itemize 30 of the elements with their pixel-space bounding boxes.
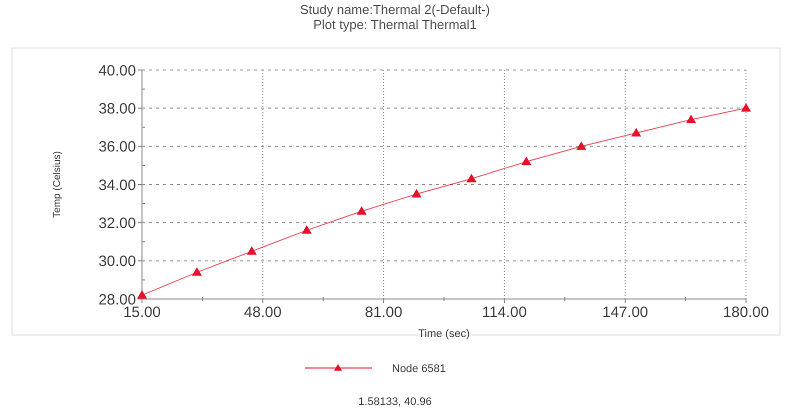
- x-tick-label: 147.00: [602, 304, 648, 321]
- point: [246, 246, 257, 255]
- text: 1.58133, 40.96: [358, 396, 432, 408]
- x-tick-label: 180.00: [723, 304, 769, 321]
- point: [192, 267, 202, 276]
- point: [137, 290, 147, 299]
- chart-subtitle: Plot type: Thermal Thermal1: [313, 17, 477, 32]
- point: [302, 225, 312, 234]
- x-tick-label: 81.00: [364, 304, 402, 321]
- point: [686, 114, 696, 124]
- point: [576, 141, 586, 150]
- x-tick-label: 48.00: [244, 304, 282, 321]
- text: Node 6581: [392, 362, 446, 375]
- x-tick-label: 114.00: [482, 304, 527, 321]
- point: [631, 128, 642, 136]
- x-tick-label: 15.00: [123, 304, 161, 321]
- x-axis-title: Time (sec): [418, 328, 470, 340]
- y-tick-label: 36.00: [98, 138, 136, 156]
- y-axis-title: Temp (Celsius): [52, 151, 63, 218]
- y-tick-label: 38.00: [98, 100, 136, 118]
- point: [521, 156, 532, 166]
- y-tick-label: 32.00: [98, 214, 136, 232]
- point: [356, 206, 367, 215]
- y-tick-label: 30.00: [98, 253, 136, 270]
- point: [466, 174, 476, 182]
- y-tick-label: 34.00: [98, 176, 136, 194]
- y-tick-label: 40.00: [98, 62, 136, 80]
- point: [741, 103, 751, 112]
- chart-title: Study name:Thermal 2(-Default-): [300, 2, 490, 17]
- point: [412, 189, 422, 198]
